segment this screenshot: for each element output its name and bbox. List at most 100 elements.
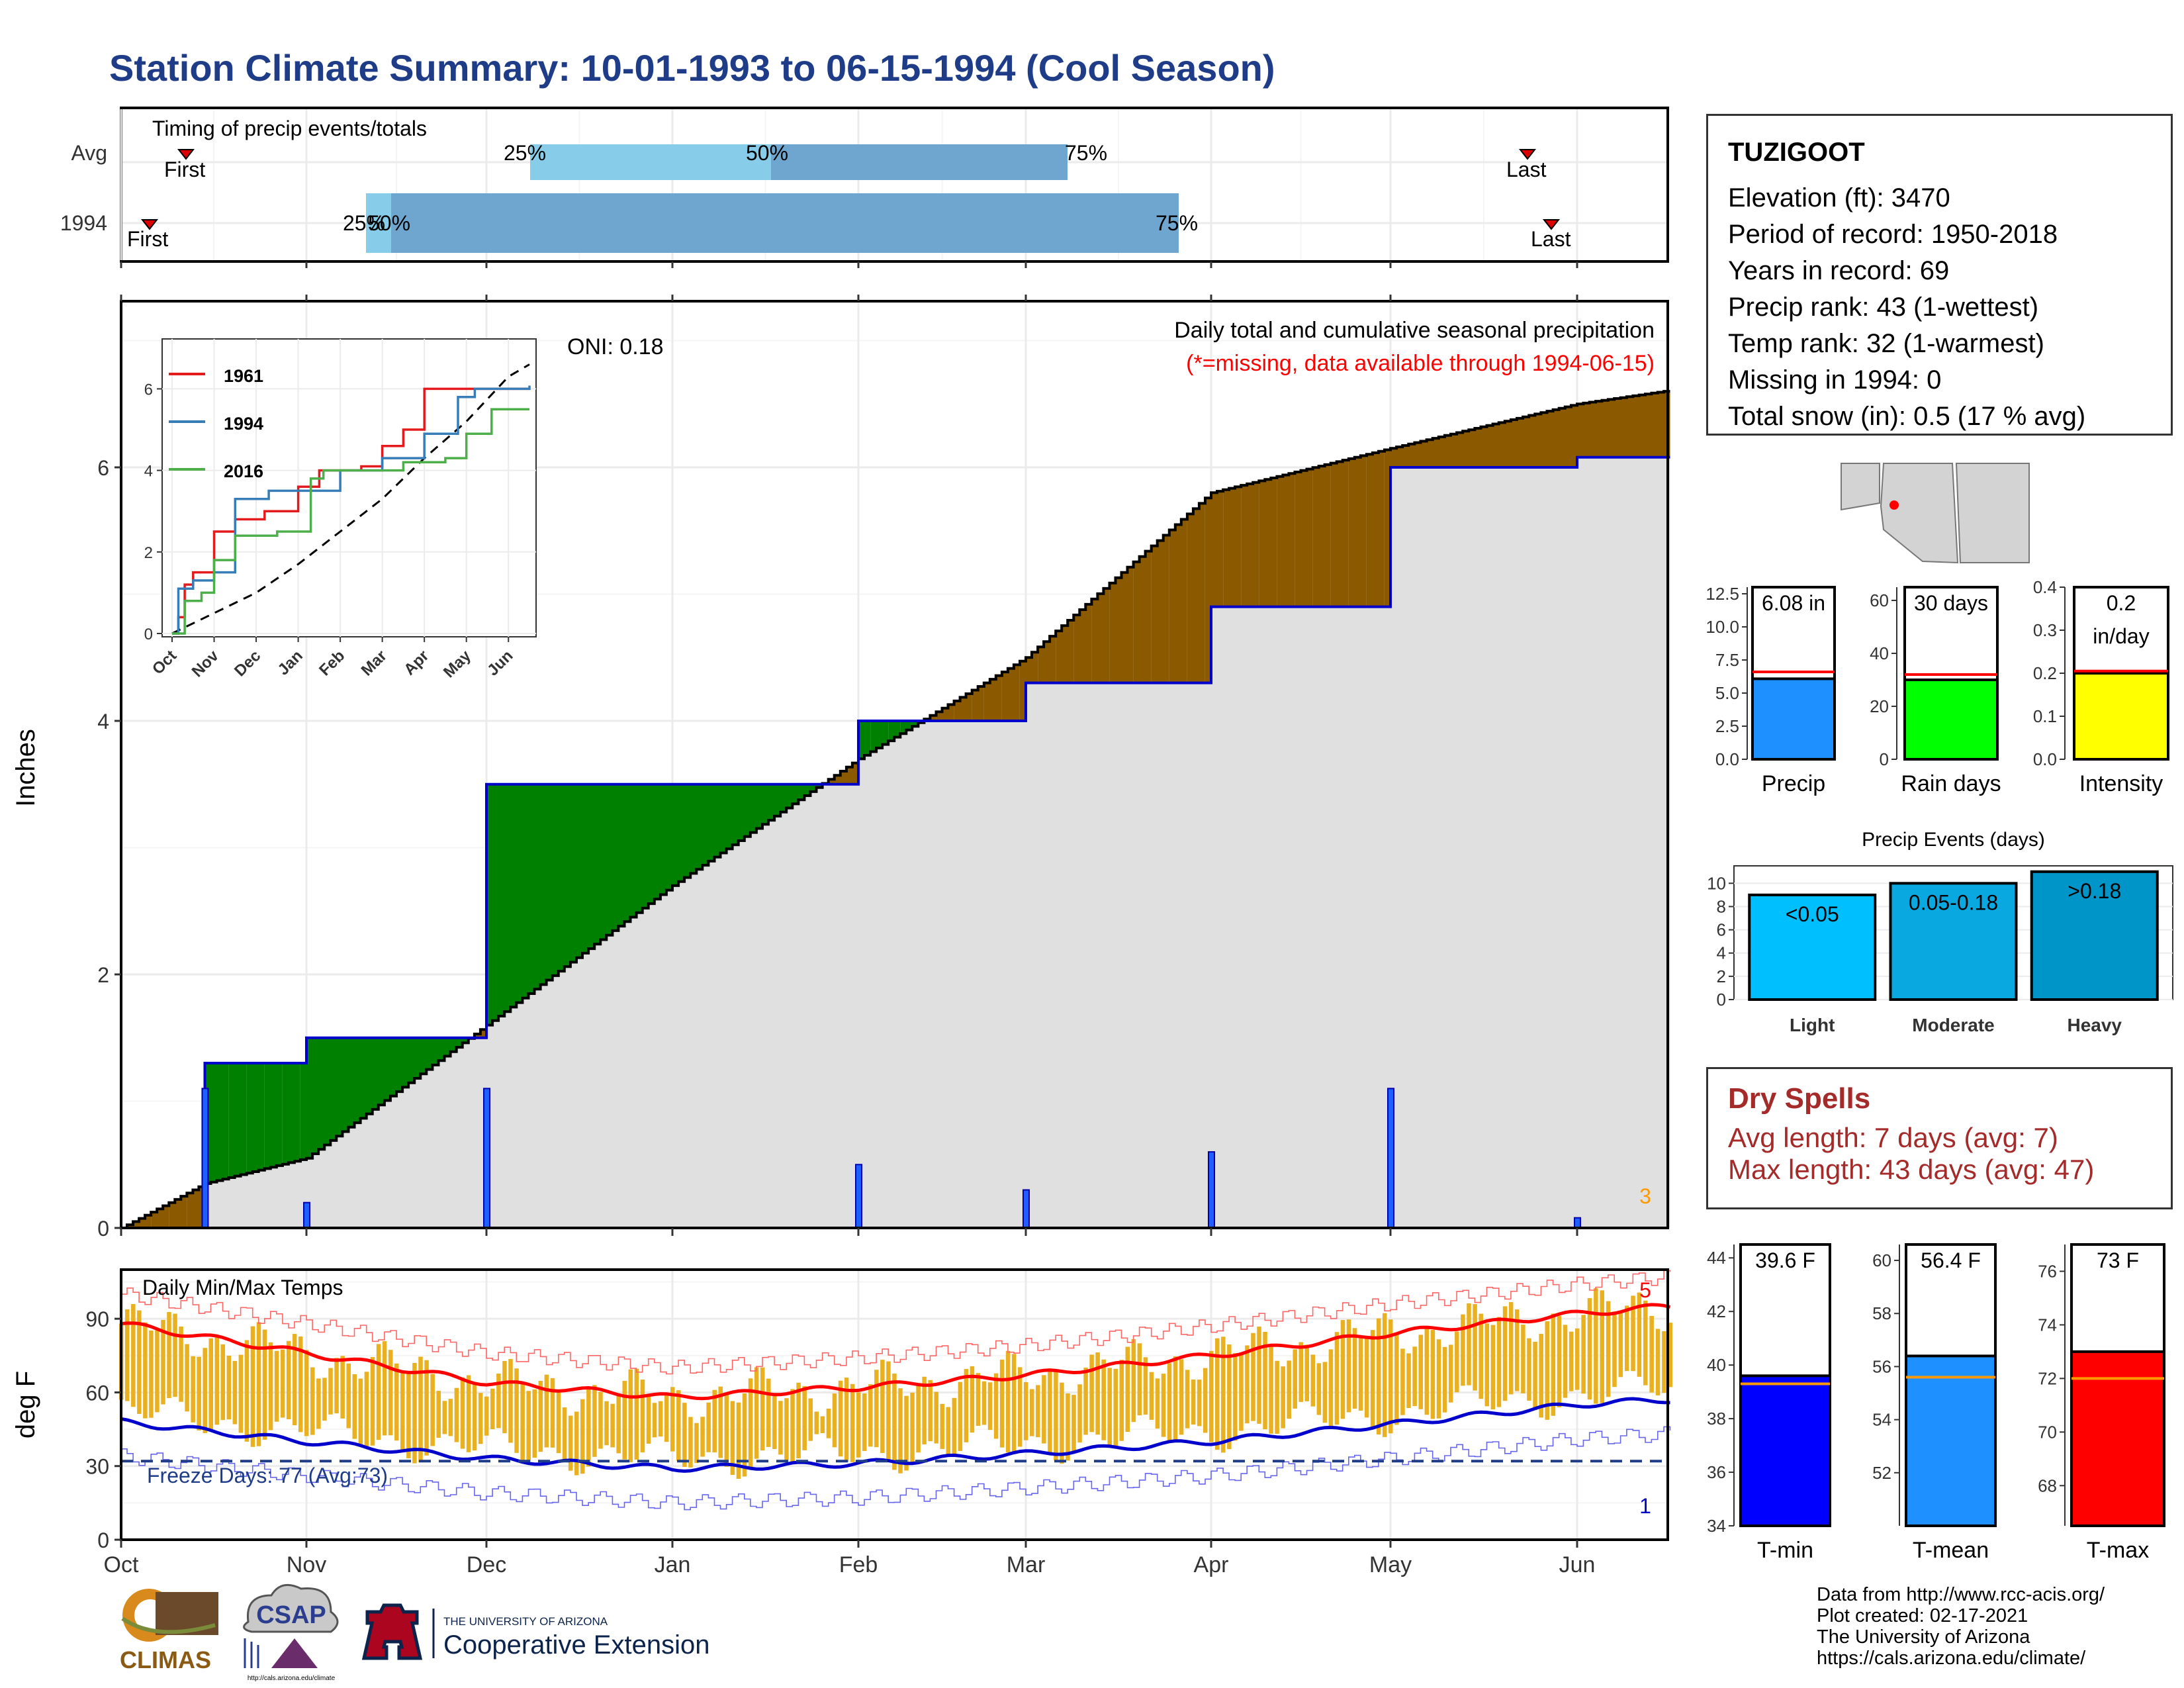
daily-temp-bar [1479,1313,1483,1399]
daily-temp-bar [1071,1395,1076,1453]
tmin-bar-chart: 34 36 38 40 42 44 T-min 39.6 F [1707,1243,1831,1563]
timing-avg-50: 50% [746,141,788,165]
mini-bar-tick: 34 [1707,1516,1726,1536]
mini-bar-tick: 54 [1872,1410,1891,1430]
mini-bar-value [2073,672,2169,761]
precip-events-chart: Precip Events (days) <0.05 Light 0.05-0.18 M… [1707,829,2173,1035]
daily-temp-bar [256,1322,261,1446]
daily-temp-bar [1612,1311,1617,1387]
tmean-bar-chart: 52 54 56 58 60 T-mean 56.4 F [1872,1243,1997,1563]
daily-temp-bar [334,1358,339,1414]
station-elevation: Elevation (ft): 3470 [1728,183,1950,212]
daily-temp-bar [340,1356,345,1419]
mini-bar-tick: 0.0 [1715,749,1739,769]
daily-temp-bar [1281,1366,1285,1429]
station-years: Years in record: 69 [1728,256,1950,285]
ua-logo-line1: THE UNIVERSITY OF ARIZONA [443,1615,608,1628]
daily-temp-bar [1066,1393,1070,1461]
daily-temp-bar [802,1385,807,1450]
daily-temp-bar [1594,1288,1598,1404]
mini-bar-tick: 7.5 [1715,650,1739,670]
daily-temp-bar [1508,1302,1514,1395]
daily-temp-bar [1575,1328,1580,1390]
daily-temp-bar [820,1416,825,1433]
daily-temp-bar [622,1381,627,1460]
daily-temp-bar [981,1381,987,1425]
daily-temp-bar [538,1381,543,1452]
timing-avg-25: 25% [504,141,546,165]
station-precip-rank: Precip rank: 43 (1-wettest) [1728,293,2039,322]
daily-temp-bar [1557,1315,1562,1407]
mini-bar-label: Precip [1762,771,1825,796]
mini-bar-label: T-mean [1913,1538,1989,1563]
daily-temp-bar [904,1395,909,1471]
credits: Data from http://www.rcc-acis.org/ Plot … [1817,1584,2105,1669]
daily-temp-bar [1293,1349,1297,1409]
daily-temp-bar [778,1401,783,1455]
daily-temp-bar [214,1336,220,1425]
daily-temp-bar [232,1360,238,1425]
daily-temp-bar [1257,1327,1261,1424]
daily-temp-bar [1310,1354,1316,1407]
daily-temp-bar [706,1402,711,1452]
daily-temp-bar [161,1319,165,1405]
daily-temp-bar [143,1322,148,1419]
daily-temp-bar [1191,1379,1196,1425]
daily-precip-bar [303,1201,310,1229]
daily-temp-bar [1600,1290,1604,1403]
daily-temp-bar [352,1374,357,1439]
daily-temp-bar [1637,1292,1642,1377]
daily-temp-bar [1496,1317,1502,1407]
timing-row-avg: Avg [71,141,107,165]
daily-temp-bar [125,1309,130,1401]
mini-bar-label: T-min [1757,1538,1813,1563]
daily-temp-bar [179,1327,183,1402]
daily-temp-bar [1551,1313,1556,1416]
daily-temp-bar [838,1380,843,1457]
daily-temp-bar [1400,1348,1405,1415]
daily-temp-bar [1334,1332,1340,1425]
mini-bar-tick: 0.2 [2033,663,2057,683]
precip-event-label: 0.05-0.18 [1909,890,1998,914]
daily-temp-bar [454,1387,459,1442]
credit-url: https://cals.arizona.edu/climate/ [1817,1648,2086,1669]
precip-event-bar [1748,893,1877,1002]
daily-precip-bar [855,1164,862,1229]
daily-temp-bar [868,1384,873,1447]
daily-temp-bar [1563,1325,1568,1398]
daily-temp-bar [508,1358,513,1443]
mini-bar-tick: 0 [1880,749,1889,769]
daily-temp-bar [346,1363,351,1429]
mini-bar-tick: 72 [2038,1368,2057,1388]
daily-temp-bar [766,1378,771,1447]
mini-bar-value-text: 6.08 in [1762,591,1825,615]
daily-temp-bar [760,1367,765,1451]
precip-event-tick: 8 [1717,896,1726,916]
inset-1994-line [172,385,531,635]
daily-temp-bar [400,1372,405,1450]
daily-temp-bar [466,1375,471,1452]
mini-bar-tick: 0.4 [2033,577,2057,597]
daily-temp-bar [185,1344,189,1412]
daily-temp-bar [814,1411,819,1434]
daily-temp-bar [394,1363,399,1441]
temp-y-tick: 30 [85,1455,109,1479]
daily-temp-bar [772,1393,777,1449]
daily-temp-bar [1418,1335,1423,1409]
mini-bar-tick: 70 [2038,1422,2057,1442]
inset-y-tick: 4 [144,463,153,481]
timing-1994-q25-bar [366,193,391,253]
daily-precip-bar [201,1088,209,1229]
daily-temp-bar [1042,1375,1046,1444]
daily-temp-bar [1215,1338,1220,1450]
daily-temp-bar [1581,1315,1586,1394]
mini-bar-value-text: 56.4 F [1921,1248,1981,1272]
daily-temp-bar [1655,1329,1661,1395]
daily-temp-bar [1430,1329,1435,1419]
daily-temp-bar [1328,1349,1334,1427]
precip-panel: 0 2 4 6 Inches Daily total and cumulative s… [11,300,1670,1241]
daily-temp-bar [550,1378,555,1448]
daily-temp-bar [592,1385,597,1457]
daily-temp-bar [424,1360,429,1456]
mini-bar-tick: 20 [1870,696,1889,716]
